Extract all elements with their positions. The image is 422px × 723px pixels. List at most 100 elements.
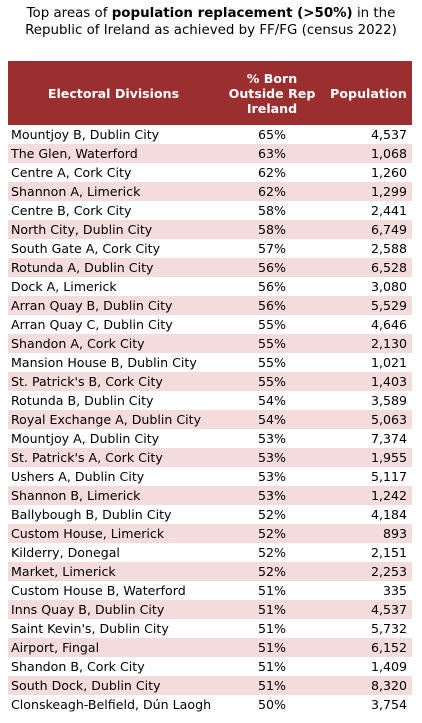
cell-pct: 58%	[219, 220, 325, 239]
table-row: Dock A, Limerick 56% 3,080	[8, 277, 412, 296]
cell-pct: 55%	[219, 353, 325, 372]
table-row: Ushers A, Dublin City 53% 5,117	[8, 467, 412, 486]
cell-population: 4,537	[325, 600, 412, 619]
table-row: Shandon B, Cork City 51% 1,409	[8, 657, 412, 676]
cell-population: 1,955	[325, 448, 412, 467]
cell-population: 4,646	[325, 315, 412, 334]
cell-population: 335	[325, 581, 412, 600]
title-line2: Republic of Ireland as achieved by FF/FG…	[25, 23, 397, 38]
cell-division: South Dock, Dublin City	[8, 676, 219, 695]
cell-pct: 56%	[219, 296, 325, 315]
table-row: North City, Dublin City 58% 6,749	[8, 220, 412, 239]
table-row: Saint Kevin's, Dublin City 51% 5,732	[8, 619, 412, 638]
cell-population: 1,260	[325, 163, 412, 182]
data-table: Electoral Divisions % Born Outside Rep I…	[8, 61, 412, 714]
cell-population: 2,588	[325, 239, 412, 258]
cell-division: Rotunda B, Dublin City	[8, 391, 219, 410]
cell-population: 3,080	[325, 277, 412, 296]
cell-division: North City, Dublin City	[8, 220, 219, 239]
cell-population: 1,068	[325, 144, 412, 163]
header-pct: % Born Outside Rep Ireland	[219, 61, 325, 125]
table-row: Kilderry, Donegal 52% 2,151	[8, 543, 412, 562]
cell-population: 1,403	[325, 372, 412, 391]
cell-division: The Glen, Waterford	[8, 144, 219, 163]
table-row: Shannon A, Limerick 62% 1,299	[8, 182, 412, 201]
table-row: South Gate A, Cork City 57% 2,588	[8, 239, 412, 258]
cell-population: 3,589	[325, 391, 412, 410]
cell-pct: 56%	[219, 258, 325, 277]
table-row: Mansion House B, Dublin City 55% 1,021	[8, 353, 412, 372]
cell-division: Royal Exchange A, Dublin City	[8, 410, 219, 429]
header-pct-line1: % Born	[246, 70, 298, 86]
title-bold: population replacement (>50%)	[111, 6, 353, 21]
cell-population: 1,242	[325, 486, 412, 505]
table-row: Mountjoy A, Dublin City 53% 7,374	[8, 429, 412, 448]
cell-pct: 55%	[219, 334, 325, 353]
table-row: Shandon A, Cork City 55% 2,130	[8, 334, 412, 353]
page-title: Top areas of population replacement (>50…	[0, 0, 422, 51]
cell-population: 2,253	[325, 562, 412, 581]
cell-pct: 53%	[219, 429, 325, 448]
table-row: Custom House, Limerick 52% 893	[8, 524, 412, 543]
table-row: Ballybough B, Dublin City 52% 4,184	[8, 505, 412, 524]
cell-population: 2,441	[325, 201, 412, 220]
table-row: Arran Quay C, Dublin City 55% 4,646	[8, 315, 412, 334]
cell-division: St. Patrick's B, Cork City	[8, 372, 219, 391]
cell-division: Rotunda A, Dublin City	[8, 258, 219, 277]
cell-pct: 53%	[219, 448, 325, 467]
table-row: Centre A, Cork City 62% 1,260	[8, 163, 412, 182]
cell-population: 1,021	[325, 353, 412, 372]
table-row: Clonskeagh-Belfield, Dún Laogh 50% 3,754	[8, 695, 412, 714]
cell-division: Saint Kevin's, Dublin City	[8, 619, 219, 638]
title-prefix: Top areas of	[26, 6, 112, 21]
cell-pct: 62%	[219, 182, 325, 201]
cell-division: Ushers A, Dublin City	[8, 467, 219, 486]
cell-division: St. Patrick's A, Cork City	[8, 448, 219, 467]
cell-division: Shandon A, Cork City	[8, 334, 219, 353]
title-suffix: in the	[352, 6, 396, 21]
cell-pct: 56%	[219, 277, 325, 296]
cell-pct: 52%	[219, 505, 325, 524]
table-row: Arran Quay B, Dublin City 56% 5,529	[8, 296, 412, 315]
cell-division: Mountjoy A, Dublin City	[8, 429, 219, 448]
cell-population: 893	[325, 524, 412, 543]
cell-pct: 65%	[219, 125, 325, 144]
cell-division: Ballybough B, Dublin City	[8, 505, 219, 524]
cell-pct: 55%	[219, 315, 325, 334]
cell-pct: 52%	[219, 562, 325, 581]
table-row: Royal Exchange A, Dublin City 54% 5,063	[8, 410, 412, 429]
cell-population: 1,409	[325, 657, 412, 676]
header-pct-line2: Outside Rep	[228, 85, 316, 101]
cell-pct: 51%	[219, 676, 325, 695]
cell-population: 5,732	[325, 619, 412, 638]
cell-pct: 52%	[219, 543, 325, 562]
cell-population: 2,151	[325, 543, 412, 562]
cell-pct: 53%	[219, 467, 325, 486]
cell-pct: 51%	[219, 600, 325, 619]
cell-pct: 50%	[219, 695, 325, 714]
table-row: South Dock, Dublin City 51% 8,320	[8, 676, 412, 695]
table-body: Mountjoy B, Dublin City 65% 4,537 The Glen,…	[8, 125, 412, 714]
cell-division: Mountjoy B, Dublin City	[8, 125, 219, 144]
cell-pct: 54%	[219, 410, 325, 429]
cell-pct: 51%	[219, 619, 325, 638]
cell-division: Centre B, Cork City	[8, 201, 219, 220]
cell-pct: 62%	[219, 163, 325, 182]
cell-population: 6,749	[325, 220, 412, 239]
cell-pct: 52%	[219, 524, 325, 543]
cell-division: Custom House, Limerick	[8, 524, 219, 543]
cell-pct: 51%	[219, 657, 325, 676]
cell-division: Centre A, Cork City	[8, 163, 219, 182]
cell-division: Inns Quay B, Dublin City	[8, 600, 219, 619]
cell-pct: 53%	[219, 486, 325, 505]
cell-pct: 57%	[219, 239, 325, 258]
cell-division: Shannon B, Limerick	[8, 486, 219, 505]
table-row: Rotunda A, Dublin City 56% 6,528	[8, 258, 412, 277]
cell-population: 8,320	[325, 676, 412, 695]
header-pct-line3: Ireland	[246, 100, 298, 116]
table-row: Custom House B, Waterford 51% 335	[8, 581, 412, 600]
cell-division: Dock A, Limerick	[8, 277, 219, 296]
cell-population: 3,754	[325, 695, 412, 714]
table-row: The Glen, Waterford 63% 1,068	[8, 144, 412, 163]
cell-division: Airport, Fingal	[8, 638, 219, 657]
